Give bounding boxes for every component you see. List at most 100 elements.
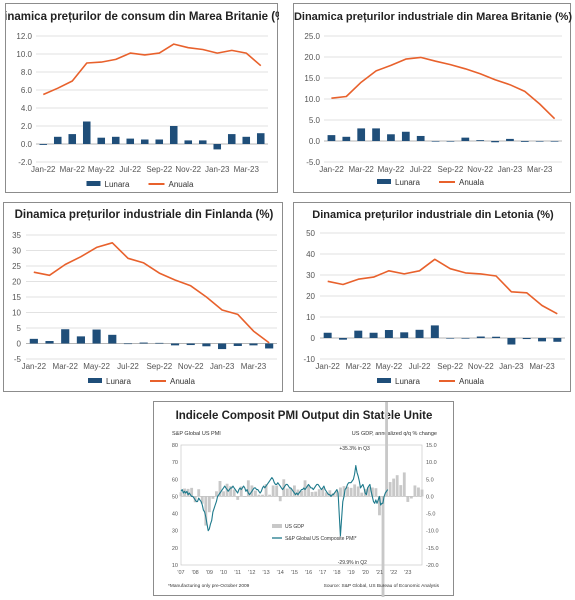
x-tick-label: Nov-22 — [468, 362, 494, 371]
x-tick-label: Sep-22 — [438, 165, 464, 174]
bar-monthly — [522, 338, 531, 340]
left-y-tick-label: 80 — [172, 443, 178, 449]
legend-swatch-gdp — [272, 524, 282, 528]
y-tick-label: 50 — [306, 229, 315, 238]
x-tick-label: Sep-22 — [437, 362, 463, 371]
legend-label-pmi: S&P Global US Composite PMI* — [285, 536, 357, 542]
gdp-bar — [335, 490, 339, 497]
right-y-tick-label: 5.0 — [426, 477, 434, 483]
legend-label-monthly: Lunara — [395, 377, 420, 386]
bar-monthly — [431, 141, 440, 142]
pmi-line — [180, 465, 389, 537]
y-tick-label: 15 — [12, 293, 21, 302]
gdp-bar — [399, 485, 403, 497]
legend-swatch-monthly — [377, 378, 391, 383]
left-y-tick-label: 40 — [172, 512, 178, 518]
gdp-bar — [339, 487, 342, 497]
bar-monthly — [202, 343, 211, 347]
x-tick-label: Nov-22 — [178, 362, 204, 371]
x-tick-label: Jul-22 — [117, 362, 139, 371]
gdp-bar — [254, 490, 257, 497]
y-tick-label: 5.0 — [309, 116, 321, 125]
chart-uk-ppi: Dinamica prețurilor industriale din Mare… — [294, 11, 572, 187]
left-axis-label: S&P Global US PMI — [172, 431, 221, 437]
gdp-bar — [370, 487, 374, 497]
y-tick-label: 20.0 — [304, 53, 320, 62]
bar-monthly — [507, 338, 516, 345]
bar-monthly — [446, 141, 455, 142]
gdp-bar — [417, 487, 420, 497]
bar-monthly — [372, 128, 380, 141]
y-tick-label: -5.0 — [306, 158, 320, 167]
y-tick-label: 40 — [306, 250, 315, 259]
bar-monthly — [384, 330, 393, 338]
right-y-tick-label: -10.0 — [426, 529, 439, 535]
bar-monthly — [82, 121, 91, 144]
y-tick-label: 10 — [306, 313, 315, 322]
gdp-bar — [204, 496, 208, 526]
gdp-bar — [303, 480, 307, 497]
x-tick-label: '21 — [376, 570, 383, 576]
bar-monthly — [387, 134, 395, 141]
bar-monthly — [323, 332, 332, 338]
footnote: *Manufacturing only pre-October 2009 — [168, 583, 250, 589]
x-tick-label: Nov-22 — [175, 165, 201, 174]
gdp-bar — [307, 485, 311, 497]
gdp-bar — [243, 496, 247, 497]
gdp-bar — [207, 496, 211, 513]
x-tick-label: Sep-22 — [146, 165, 172, 174]
gdp-bar — [197, 489, 201, 497]
gdp-bar — [292, 485, 296, 497]
gdp-bar — [420, 489, 424, 497]
legend-label-annual: Anuala — [459, 178, 484, 187]
x-tick-label: May-22 — [83, 362, 110, 371]
gdp-bar — [257, 494, 261, 497]
chart-title: Dinamica prețurilor industriale din Mare… — [294, 11, 572, 23]
left-y-tick-label: 70 — [172, 460, 178, 466]
y-tick-label: 10 — [12, 309, 21, 318]
bar-monthly — [68, 134, 77, 144]
y-tick-label: -10 — [303, 355, 315, 364]
gdp-bar — [317, 489, 321, 497]
right-axis-label: US GDP, annualized q/q % change — [352, 431, 437, 437]
y-tick-label: 35 — [12, 231, 21, 240]
x-tick-label: '18 — [333, 570, 340, 576]
bar-monthly — [186, 343, 195, 346]
gdp-bar — [349, 487, 353, 497]
x-tick-label: Jan-22 — [315, 362, 340, 371]
gdp-bar — [367, 487, 371, 497]
bar-monthly — [369, 332, 378, 338]
gdp-bar — [264, 484, 268, 497]
x-tick-label: Jul-22 — [119, 165, 141, 174]
bar-monthly — [169, 126, 178, 144]
bar-monthly — [97, 137, 106, 144]
line-annual — [331, 56, 556, 120]
chart-title: Dinamica prețurilor industriale din Finl… — [15, 209, 274, 221]
gdp-bar — [275, 485, 279, 497]
right-y-tick-label: -20.0 — [426, 563, 439, 569]
gdp-bar — [179, 492, 183, 497]
x-tick-label: '13 — [262, 570, 269, 576]
bar-monthly — [538, 338, 547, 342]
line-annual — [33, 241, 270, 344]
bar-monthly — [265, 343, 274, 349]
x-tick-label: Mar-23 — [527, 165, 553, 174]
gdp-bar — [342, 486, 346, 497]
x-tick-label: Sep-22 — [146, 362, 172, 371]
gdp-bar — [236, 496, 240, 500]
bar-monthly — [535, 141, 544, 142]
x-tick-label: '08 — [192, 570, 199, 576]
left-y-tick-label: 20 — [172, 546, 178, 552]
left-y-tick-label: 50 — [172, 494, 178, 500]
gdp-bar — [215, 491, 218, 497]
gdp-bar — [239, 486, 243, 497]
bar-monthly — [29, 338, 38, 344]
gdp-bar — [360, 492, 364, 497]
gdp-bar — [278, 496, 282, 502]
bar-monthly — [415, 329, 424, 338]
x-tick-label: Jan-22 — [319, 165, 344, 174]
left-y-tick-label: 30 — [172, 529, 178, 535]
x-tick-label: Jul-22 — [410, 165, 432, 174]
bar-monthly — [327, 135, 336, 141]
y-tick-label: 0.0 — [21, 140, 33, 149]
